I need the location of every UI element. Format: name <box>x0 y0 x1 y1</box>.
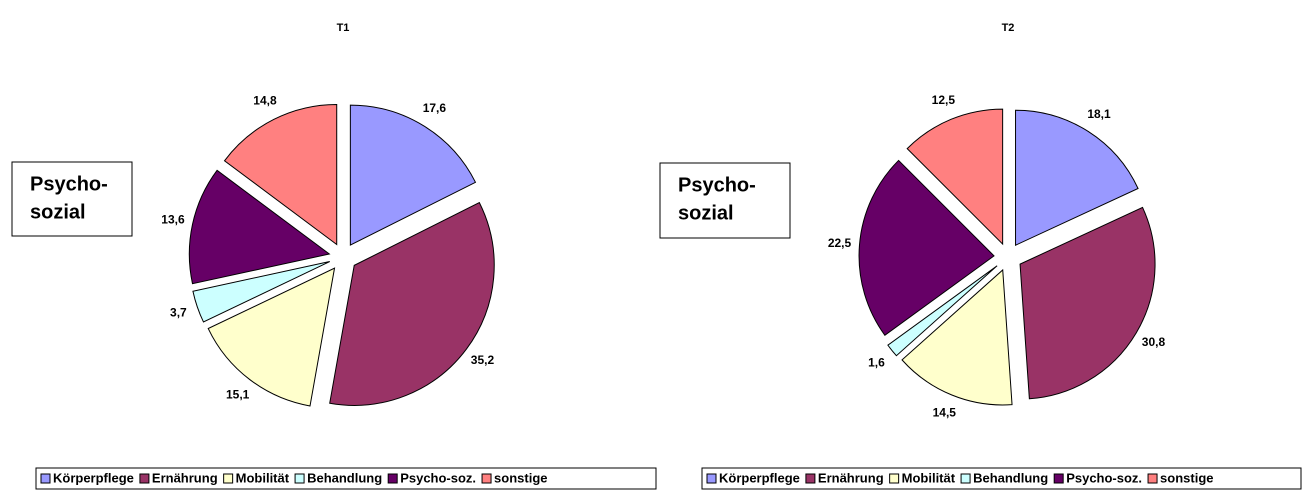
data-label: 14,8 <box>253 94 277 108</box>
pie-slice <box>901 268 1013 406</box>
legend-swatch <box>481 473 492 484</box>
pie-slice <box>349 104 477 246</box>
legend-label: sonstige <box>494 470 547 485</box>
legend-swatch <box>889 473 900 484</box>
chart-title: T2 <box>1002 22 1015 34</box>
legend-label: Psycho-soz. <box>400 470 476 485</box>
data-label: 14,5 <box>933 406 957 420</box>
pie-slice <box>887 265 998 357</box>
pie-slice <box>1019 206 1156 400</box>
pie-slice <box>858 159 995 336</box>
pie-slice <box>192 261 330 323</box>
data-label: 22,5 <box>828 236 852 250</box>
legend-label: Behandlung <box>307 470 382 485</box>
data-label: 15,1 <box>226 388 250 402</box>
data-label: 12,5 <box>932 93 956 107</box>
legend-swatch <box>960 473 971 484</box>
legend-box <box>701 467 1302 490</box>
legend-label: Körperpflege <box>719 470 800 485</box>
legend-swatch <box>387 473 398 484</box>
legend-label: Ernährung <box>152 470 218 485</box>
data-label: 35,2 <box>471 353 495 367</box>
pie-slice <box>223 103 338 246</box>
data-label: 18,1 <box>1087 107 1111 121</box>
legend-swatch <box>40 473 51 484</box>
pie-slice <box>1015 109 1139 246</box>
legend-label: Mobilität <box>236 470 290 485</box>
annotation: Psycho- <box>678 174 756 196</box>
legend-swatch <box>706 473 717 484</box>
legend-swatch <box>223 473 234 484</box>
legend-swatch <box>139 473 150 484</box>
data-label: 1,6 <box>868 355 885 369</box>
data-label: 30,8 <box>1142 335 1166 349</box>
legend-label: Körperpflege <box>53 470 134 485</box>
legend-swatch <box>805 473 816 484</box>
legend-swatch <box>1147 473 1158 484</box>
annotation-box <box>11 161 133 237</box>
data-label: 3,7 <box>170 306 187 320</box>
pie-slice <box>207 267 336 407</box>
pie-slice <box>906 108 1004 246</box>
legend-label: Ernährung <box>818 470 884 485</box>
legend-label: Mobilität <box>902 470 956 485</box>
legend-box <box>35 467 657 490</box>
pie-slice <box>329 201 495 406</box>
annotation: sozial <box>678 202 734 224</box>
annotation-box <box>659 162 791 239</box>
data-label: 13,6 <box>161 212 185 226</box>
pie-slice <box>188 169 331 285</box>
legend-label: Behandlung <box>973 470 1048 485</box>
chart-title: T1 <box>337 22 350 34</box>
legend-label: sonstige <box>1160 470 1213 485</box>
annotation: Psycho- <box>30 173 108 195</box>
legend-swatch <box>294 473 305 484</box>
legend-label: Psycho-soz. <box>1066 470 1142 485</box>
legend-swatch <box>1053 473 1064 484</box>
annotation: sozial <box>30 201 86 223</box>
data-label: 17,6 <box>423 101 447 115</box>
